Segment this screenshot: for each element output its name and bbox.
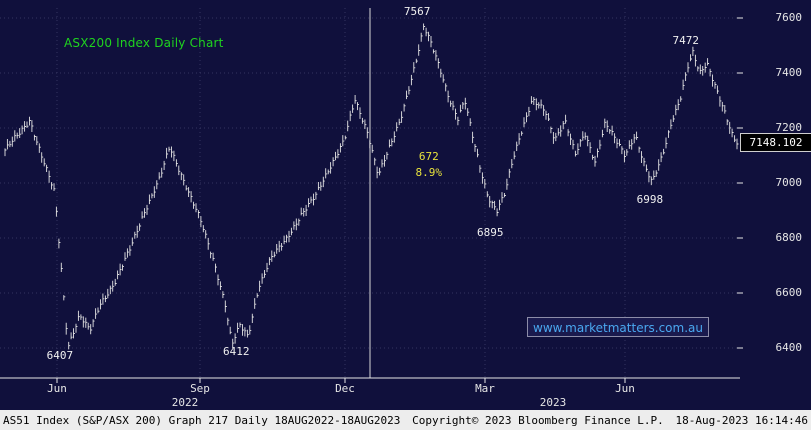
status-copyright-text: Copyright© 2023 Bloomberg Finance L.P. [412,413,664,427]
x-axis-year-label: 2023 [540,396,567,409]
chart-annotation: 6998 [637,193,664,206]
x-axis-month-label: Dec [335,382,355,395]
chart-annotation: 6407 [47,349,74,362]
price-bars [4,23,739,350]
y-axis-label: 7200 [776,121,803,134]
x-axis-year-label: 2022 [172,396,199,409]
last-price-tag: 7148.102 [740,133,811,152]
y-axis-label: 6600 [776,286,803,299]
y-axis-label: 6800 [776,231,803,244]
chart-title: ASX200 Index Daily Chart [64,36,224,50]
status-bar: AS51 Index (S&P/ASX 200) Graph 217 Daily… [0,410,811,430]
chart-annotation: 7472 [673,34,700,47]
x-axis-month-label: Jun [47,382,67,395]
chart-annotation: 672 [419,150,439,163]
status-instrument-text: AS51 Index (S&P/ASX 200) Graph 217 Daily… [3,413,401,427]
chart-annotation: 6412 [223,345,250,358]
price-chart[interactable]: 7600 7400 7200 7000 6800 6600 6400 Jun Sep Dec Mar… [0,0,811,410]
status-timestamp: 18-Aug-2023 16:14:46 [675,413,808,427]
y-axis-label: 7600 [776,11,803,24]
marketmatters-link[interactable]: www.marketmatters.com.au [527,317,709,337]
x-axis-month-label: Sep [190,382,210,395]
x-axis-month-label: Jun [615,382,635,395]
chart-annotation: 8.9% [416,166,443,179]
y-axis-label: 6400 [776,341,803,354]
y-axis-label: 7000 [776,176,803,189]
x-axis-month-label: Mar [475,382,495,395]
chart-annotation: 6895 [477,226,504,239]
y-axis-label: 7400 [776,66,803,79]
chart-annotation: 7567 [404,5,431,18]
